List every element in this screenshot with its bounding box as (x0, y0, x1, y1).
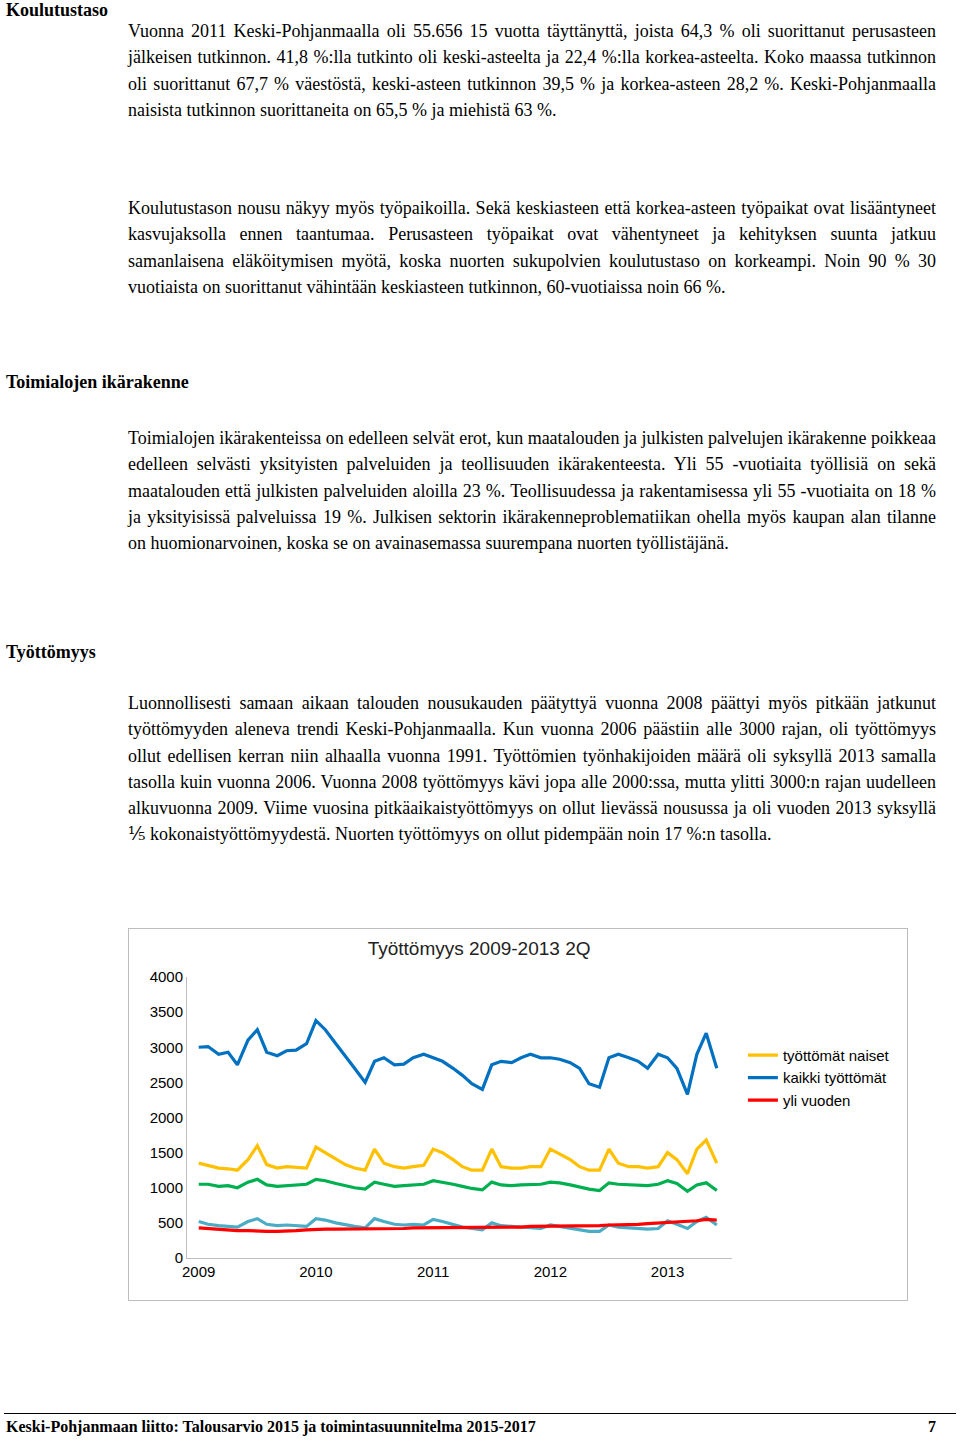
svg-text:2010: 2010 (299, 1263, 332, 1280)
svg-text:4000: 4000 (150, 968, 183, 985)
svg-text:2012: 2012 (534, 1263, 567, 1280)
svg-text:kaikki työttömät: kaikki työttömät (783, 1069, 887, 1086)
svg-text:1500: 1500 (150, 1144, 183, 1161)
svg-text:2011: 2011 (417, 1263, 449, 1280)
svg-text:3000: 3000 (150, 1039, 183, 1056)
html-text:Toimialojen ikärakenteissa on: Toimialojen ikärakenteissa on edelleen s… (128, 428, 936, 554)
svg-text:500: 500 (158, 1214, 183, 1231)
svg-text:2000: 2000 (150, 1109, 183, 1126)
html-text:7: 7 (928, 1418, 936, 1435)
svg-text:yli vuoden: yli vuoden (783, 1092, 851, 1109)
svg-text:2013: 2013 (651, 1263, 684, 1280)
html-text:Koulutustaso: Koulutustaso (6, 0, 108, 20)
html-text:Toimialojen ikärakenne: Toimialojen ikärakenne (6, 372, 189, 392)
svg-text:2500: 2500 (150, 1074, 183, 1091)
svg-text:1000: 1000 (150, 1179, 183, 1196)
svg-text:2009: 2009 (182, 1263, 215, 1280)
html-text:Koulutustason nousu näkyy myös: Koulutustason nousu näkyy myös työpaikoi… (128, 198, 936, 297)
svg-text:Työttömyys 2009-2013 2Q: Työttömyys 2009-2013 2Q (368, 938, 591, 959)
html-text:Luonnollisesti samaan aikaan t: Luonnollisesti samaan aikaan talouden no… (128, 693, 936, 845)
html-text:Työttömyys: Työttömyys (6, 642, 96, 662)
svg-text:3500: 3500 (150, 1003, 183, 1020)
html-text:Vuonna 2011 Keski-Pohjanmaalla: Vuonna 2011 Keski-Pohjanmaalla oli 55.65… (128, 21, 936, 120)
svg-text:työttömät naiset: työttömät naiset (783, 1047, 890, 1064)
svg-text:0: 0 (175, 1249, 183, 1266)
html-text:Keski-Pohjanmaan liitto: Talou: Keski-Pohjanmaan liitto: Talousarvio 201… (6, 1418, 536, 1435)
